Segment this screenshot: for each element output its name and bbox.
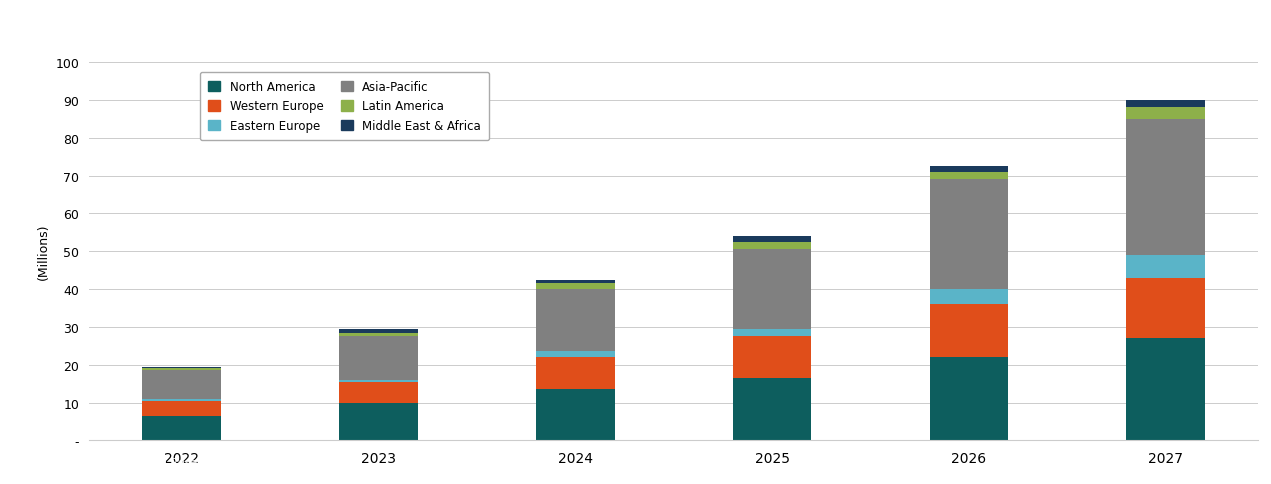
Bar bbox=[142, 401, 221, 416]
Bar bbox=[339, 380, 418, 382]
Bar bbox=[142, 369, 221, 371]
Bar bbox=[536, 289, 615, 352]
Bar bbox=[142, 399, 221, 401]
Bar bbox=[536, 280, 615, 284]
Bar bbox=[1126, 120, 1205, 256]
Bar bbox=[929, 304, 1008, 357]
Bar bbox=[929, 172, 1008, 180]
Bar bbox=[1126, 101, 1205, 108]
Bar bbox=[536, 357, 615, 390]
Bar bbox=[732, 250, 811, 329]
Bar bbox=[339, 382, 418, 403]
Bar bbox=[536, 352, 615, 357]
Bar bbox=[339, 333, 418, 337]
Bar bbox=[929, 357, 1008, 440]
Bar bbox=[339, 337, 418, 380]
Bar bbox=[732, 378, 811, 440]
Bar bbox=[732, 337, 811, 378]
Text: Source: ABI Research: Source: ABI Research bbox=[103, 457, 221, 467]
Bar bbox=[536, 284, 615, 289]
Bar bbox=[339, 403, 418, 440]
Bar bbox=[339, 329, 418, 333]
Bar bbox=[142, 416, 221, 440]
Text: VR HMD Shipments by Region: VR HMD Shipments by Region bbox=[103, 17, 351, 32]
Bar bbox=[142, 367, 221, 369]
Bar bbox=[929, 289, 1008, 304]
Y-axis label: (Millions): (Millions) bbox=[37, 224, 50, 280]
Bar bbox=[929, 180, 1008, 289]
Bar bbox=[929, 166, 1008, 172]
Bar bbox=[142, 371, 221, 399]
Bar bbox=[732, 242, 811, 250]
Bar bbox=[1126, 278, 1205, 338]
Bar bbox=[1126, 108, 1205, 120]
Legend: North America, Western Europe, Eastern Europe, Asia-Pacific, Latin America, Midd: North America, Western Europe, Eastern E… bbox=[200, 73, 489, 141]
Bar bbox=[732, 329, 811, 337]
Bar bbox=[536, 390, 615, 440]
Bar bbox=[1126, 338, 1205, 440]
Bar bbox=[1126, 256, 1205, 278]
Bar bbox=[732, 237, 811, 242]
Text: World Markets: 2022 to 2027: World Markets: 2022 to 2027 bbox=[103, 43, 296, 56]
